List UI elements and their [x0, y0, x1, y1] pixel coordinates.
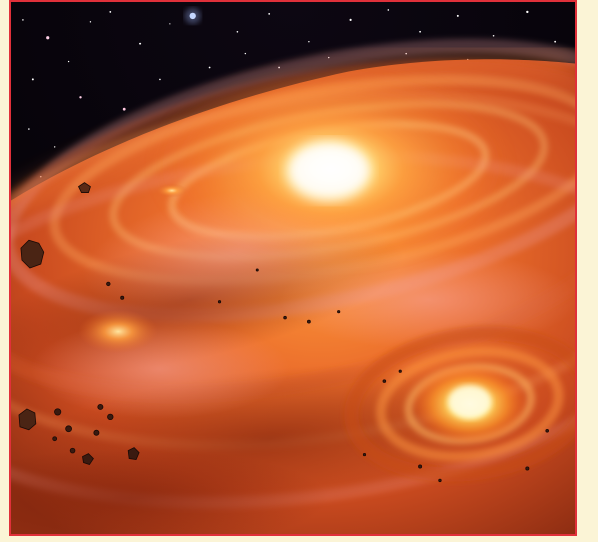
asteroid: [127, 447, 140, 460]
asteroid: [120, 295, 125, 300]
starfield: [22, 7, 557, 178]
asteroid: [65, 425, 72, 433]
asteroid: [82, 453, 94, 465]
asteroid: [545, 428, 549, 433]
asteroid: [283, 315, 287, 320]
asteroid: [18, 408, 37, 431]
protoplanetary-disk-illustration: [11, 2, 575, 534]
asteroid: [217, 300, 222, 304]
asteroid: [307, 319, 311, 324]
asteroid: [418, 464, 423, 469]
asteroid: [97, 403, 104, 410]
secondary-protostar: [344, 326, 575, 482]
asteroids: [18, 182, 549, 483]
asteroid: [382, 379, 387, 383]
asteroid: [398, 369, 402, 373]
asteroid: [69, 447, 76, 454]
asteroid: [362, 453, 367, 457]
asteroid: [20, 239, 45, 269]
asteroid: [93, 429, 100, 436]
asteroid: [337, 310, 341, 314]
asteroid: [106, 281, 111, 287]
asteroid: [52, 436, 58, 442]
asteroid: [255, 268, 259, 272]
asteroid: [107, 413, 114, 421]
asteroid: [525, 466, 530, 471]
asteroid: [438, 478, 442, 483]
asteroid: [54, 408, 62, 416]
illustration-frame: [9, 0, 577, 536]
central-protostar: [156, 71, 505, 261]
minor-glow: [78, 183, 188, 354]
asteroid: [78, 182, 91, 193]
